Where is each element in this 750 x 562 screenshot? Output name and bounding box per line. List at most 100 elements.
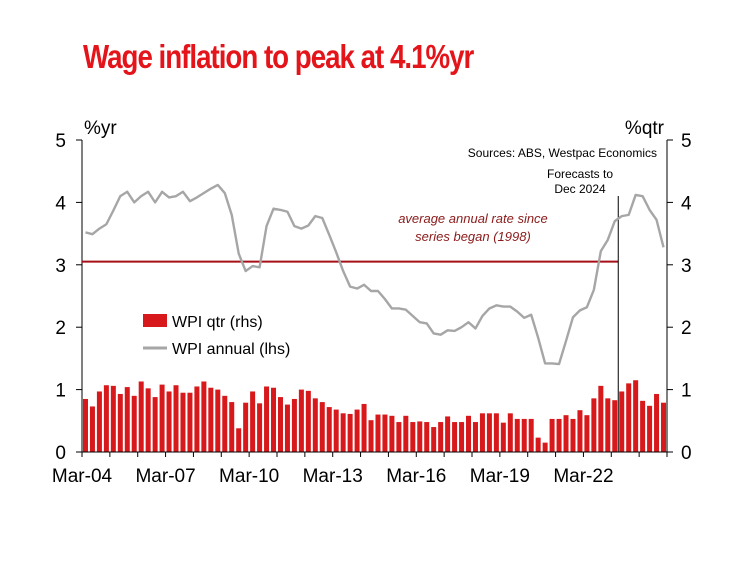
wpi-qtr-bar [82, 398, 88, 452]
x-tick-label: Mar-04 [52, 466, 113, 487]
x-tick-label: Mar-13 [303, 466, 363, 487]
wpi-qtr-bar [138, 381, 144, 452]
wpi-qtr-bar [466, 415, 472, 452]
wpi-qtr-bar [291, 398, 297, 452]
wpi-qtr-bar [556, 418, 562, 452]
wpi-qtr-bar [500, 422, 506, 452]
wpi-qtr-bar [584, 415, 590, 452]
y-left-axis-label: %yr [84, 118, 117, 139]
wpi-qtr-bar [166, 391, 172, 452]
wpi-qtr-bar [424, 422, 430, 452]
wpi-annual-line-group [85, 183, 665, 366]
wpi-qtr-bar [277, 397, 283, 452]
wpi-qtr-bar [598, 385, 604, 452]
wpi-qtr-bar [257, 403, 263, 452]
wpi-qtr-bar [271, 387, 277, 452]
y-left-tick-label: 4 [55, 193, 66, 214]
annotations: Sources: ABS, Westpac Economics Forecasts… [398, 146, 657, 244]
wpi-qtr-bar [208, 387, 214, 452]
average-label-line-2: series began (1998) [415, 229, 531, 244]
wpi-qtr-bar [459, 422, 465, 452]
wpi-qtr-bar [131, 395, 137, 452]
wpi-qtr-bar [103, 385, 109, 452]
wpi-qtr-bar [507, 413, 513, 452]
wpi-qtr-bar [382, 414, 388, 452]
wpi-qtr-bar [305, 390, 311, 452]
chart-title: Wage inflation to peak at 4.1%yr [83, 38, 474, 75]
wpi-qtr-bar [591, 398, 597, 452]
wpi-qtr-bar [201, 381, 207, 452]
wpi-qtr-bar [110, 385, 116, 452]
wpi-qtr-bar [319, 402, 325, 452]
wpi-qtr-bar [417, 421, 423, 452]
wpi-qtr-bar [403, 415, 409, 452]
wpi-qtr-bar [563, 415, 569, 452]
x-tick-label: Mar-22 [553, 466, 613, 487]
wpi-qtr-bar [619, 391, 625, 452]
wpi-qtr-bar [486, 413, 492, 452]
wpi-qtr-bar [633, 380, 639, 452]
average-label-line-1: average annual rate since [398, 211, 548, 226]
wpi-qtr-bar [264, 386, 270, 452]
forecast-label-line-1: Forecasts to [547, 167, 613, 181]
wpi-qtr-bar [298, 389, 304, 452]
wpi-qtr-bar [549, 418, 555, 452]
y-right-tick-label: 5 [681, 131, 692, 152]
wpi-qtr-bar [472, 422, 478, 452]
y-left-tick-label: 0 [55, 443, 66, 464]
wpi-annual-line [85, 183, 665, 366]
wpi-qtr-bar [452, 422, 458, 452]
wpi-qtr-bar [375, 414, 381, 452]
wpi-qtr-bar [535, 437, 541, 452]
wpi-qtr-bar [445, 416, 451, 452]
wpi-qtr-bars [82, 380, 667, 452]
y-right-tick-label: 3 [681, 256, 692, 277]
wpi-qtr-bar [493, 413, 499, 452]
wpi-qtr-bar [542, 442, 548, 452]
wpi-qtr-bar [284, 404, 290, 452]
y-right-axis-label: %qtr [625, 118, 665, 139]
wpi-qtr-bar [577, 410, 583, 452]
wpi-qtr-bar [389, 415, 395, 452]
wpi-qtr-bar [570, 418, 576, 452]
plot-frame [81, 140, 668, 453]
wpi-qtr-bar [333, 409, 339, 452]
forecast-label-line-2: Dec 2024 [554, 182, 606, 196]
wpi-qtr-bar [96, 391, 102, 452]
wpi-qtr-bar [654, 393, 660, 452]
source-note: Sources: ABS, Westpac Economics [468, 146, 657, 160]
y-left-tick-label: 1 [55, 381, 66, 402]
wpi-qtr-bar [145, 388, 151, 452]
wpi-qtr-bar [479, 413, 485, 452]
wpi-qtr-bar [396, 422, 402, 452]
wpi-qtr-bar [612, 400, 618, 452]
y-right-tick-label: 2 [681, 318, 692, 339]
wpi-qtr-bar [438, 422, 444, 452]
wpi-qtr-bar [347, 413, 353, 452]
wpi-qtr-bar [340, 413, 346, 452]
legend: WPI qtr (rhs) WPI annual (lhs) [143, 314, 290, 358]
x-tick-label: Mar-19 [470, 466, 530, 487]
legend-label-line: WPI annual (lhs) [172, 341, 290, 358]
wpi-qtr-bar [431, 427, 437, 452]
x-tick-label: Mar-07 [135, 466, 195, 487]
wpi-qtr-bar [514, 418, 520, 452]
axis-labels: 0 0 1 1 2 2 3 3 4 4 5 5 Mar-04 Mar-07 Mar-10 Mar-13 Mar-… [52, 118, 692, 487]
wpi-qtr-bar [528, 418, 534, 452]
wpi-qtr-bar [410, 422, 416, 452]
wpi-qtr-bar [250, 391, 256, 452]
wpi-qtr-bar [661, 402, 667, 452]
wpi-qtr-bar [647, 405, 653, 452]
legend-label-bars: WPI qtr (rhs) [172, 314, 263, 331]
wpi-qtr-bar [243, 402, 249, 452]
axis-ticks [76, 139, 673, 457]
y-right-tick-label: 4 [681, 193, 692, 214]
wpi-qtr-bar [361, 403, 367, 452]
wpi-qtr-bar [354, 409, 360, 452]
y-right-tick-label: 0 [681, 443, 692, 464]
wpi-qtr-bar [194, 386, 200, 452]
wpi-qtr-bar [236, 428, 242, 452]
wpi-qtr-bar [89, 406, 95, 452]
wpi-qtr-bar [159, 384, 165, 452]
